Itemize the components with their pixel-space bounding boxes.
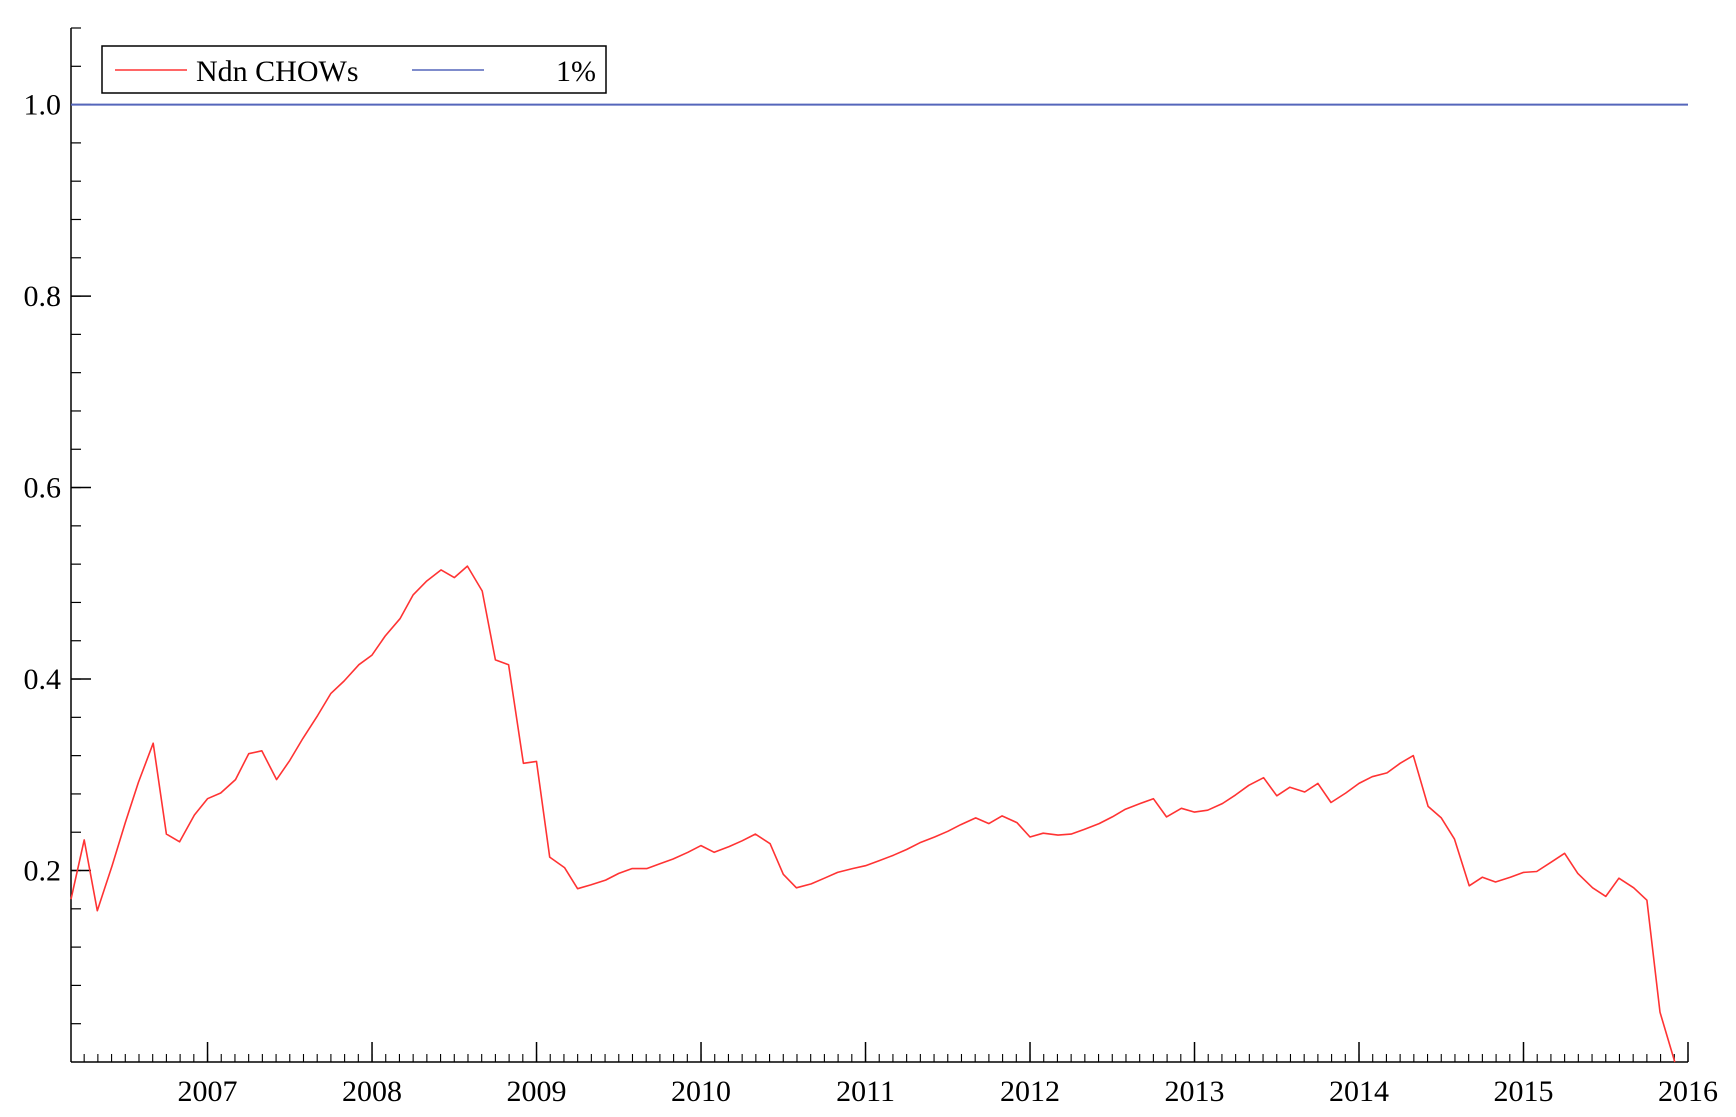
x-tick-label: 2009 (507, 1075, 567, 1108)
x-tick-label: 2015 (1494, 1075, 1554, 1108)
series-line-ndn-chows (70, 565, 1676, 1063)
legend-label-ndn-chows: Ndn CHOWs (196, 55, 359, 88)
legend: Ndn CHOWs 1% (101, 45, 607, 94)
y-tick-label: 0.8 (24, 280, 62, 313)
x-tick-label: 2014 (1329, 1075, 1389, 1108)
x-tick-label: 2012 (1000, 1075, 1060, 1108)
y-tick-label: 0.2 (24, 855, 62, 888)
x-tick-label: 2010 (671, 1075, 731, 1108)
legend-label-1pct: 1% (556, 55, 596, 88)
x-tick-label: 2013 (1165, 1075, 1225, 1108)
axes: 0.2 0.4 0.6 0.8 1.0 2007 2008 2009 2010 2011 2012 2… (24, 27, 1718, 1108)
x-tick-label: 2016 (1658, 1075, 1718, 1108)
x-tick-label: 2007 (178, 1075, 238, 1108)
y-tick-label: 1.0 (24, 89, 62, 122)
x-tick-label: 2011 (836, 1075, 895, 1108)
y-tick-label: 0.4 (24, 663, 62, 696)
x-tick-label: 2008 (342, 1075, 402, 1108)
y-tick-label: 0.6 (24, 472, 62, 505)
series-layer (70, 103, 1688, 1063)
